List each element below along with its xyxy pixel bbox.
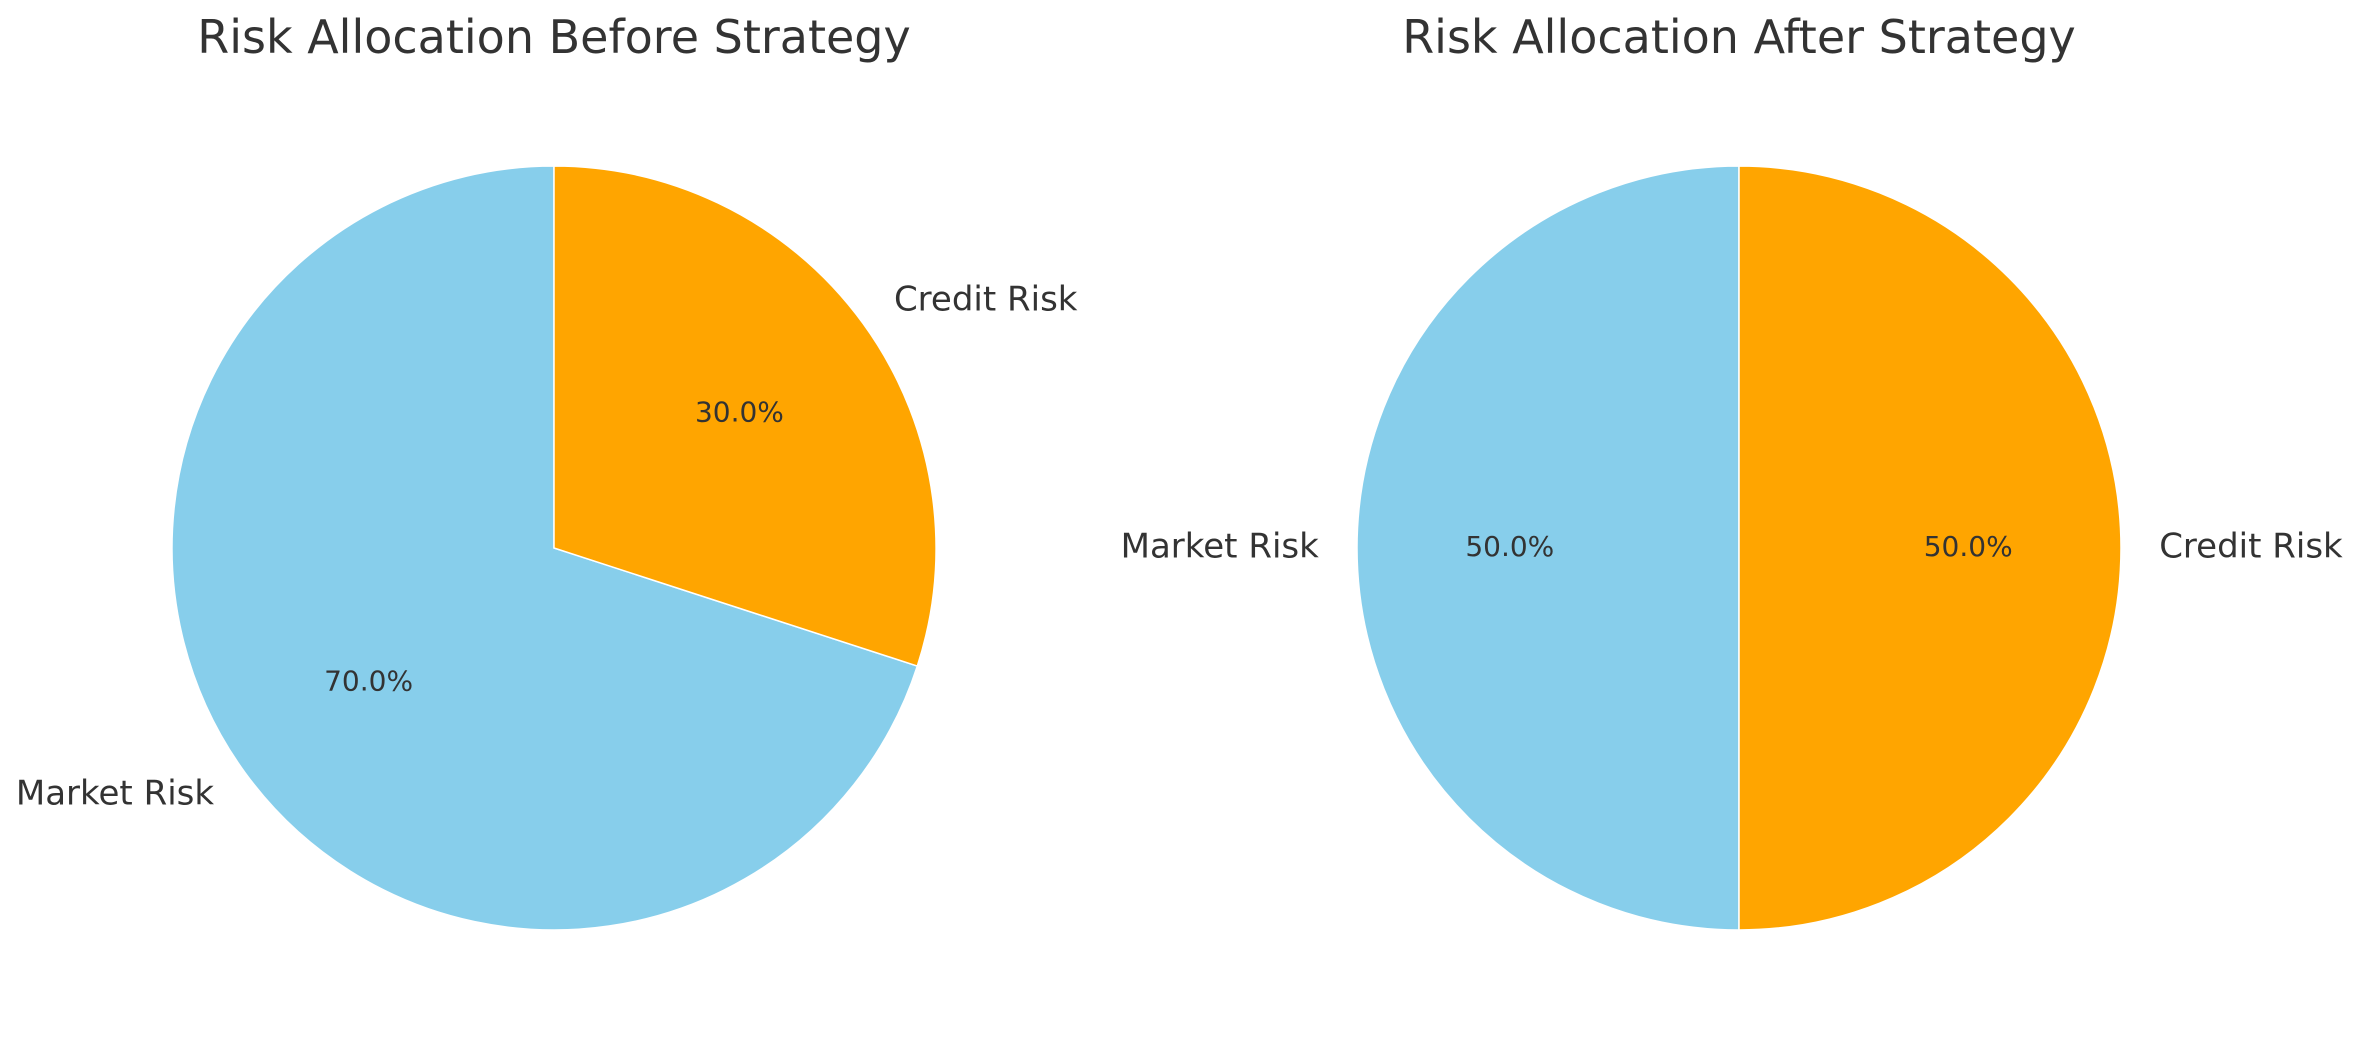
pie-slice-credit-risk-before xyxy=(553,165,937,667)
pie-slice-credit-risk-after xyxy=(1738,165,2122,931)
percent-label-credit-risk-before: 30.0% xyxy=(695,395,784,428)
percent-label-market-risk-after: 50.0% xyxy=(1465,530,1554,563)
chart-title-after: Risk Allocation After Strategy xyxy=(1402,10,2076,64)
slice-label-credit-risk-after: Credit Risk xyxy=(2159,527,2343,567)
pie-labels-before: Market Risk 70.0% Credit Risk 30.0% xyxy=(16,280,1078,814)
pie-slice-market-risk-after xyxy=(1356,165,1740,931)
pie-slices-after xyxy=(1356,165,2122,931)
slice-label-market-risk-after: Market Risk xyxy=(1121,527,1319,567)
pie-labels-after: Market Risk 50.0% Credit Risk 50.0% xyxy=(1121,527,2343,567)
chart-title-before: Risk Allocation Before Strategy xyxy=(197,10,910,64)
percent-label-credit-risk-after: 50.0% xyxy=(1924,530,2013,563)
pie-slices-before xyxy=(171,165,937,931)
pie-chart-after: Risk Allocation After Strategy Market Ri… xyxy=(1121,10,2343,931)
slice-label-credit-risk-before: Credit Risk xyxy=(894,280,1078,320)
pie-slice-market-risk-before xyxy=(171,165,919,931)
slice-label-market-risk-before: Market Risk xyxy=(16,773,214,813)
percent-label-market-risk-before: 70.0% xyxy=(324,665,413,698)
pie-chart-before: Risk Allocation Before Strategy Market R… xyxy=(16,10,1078,931)
